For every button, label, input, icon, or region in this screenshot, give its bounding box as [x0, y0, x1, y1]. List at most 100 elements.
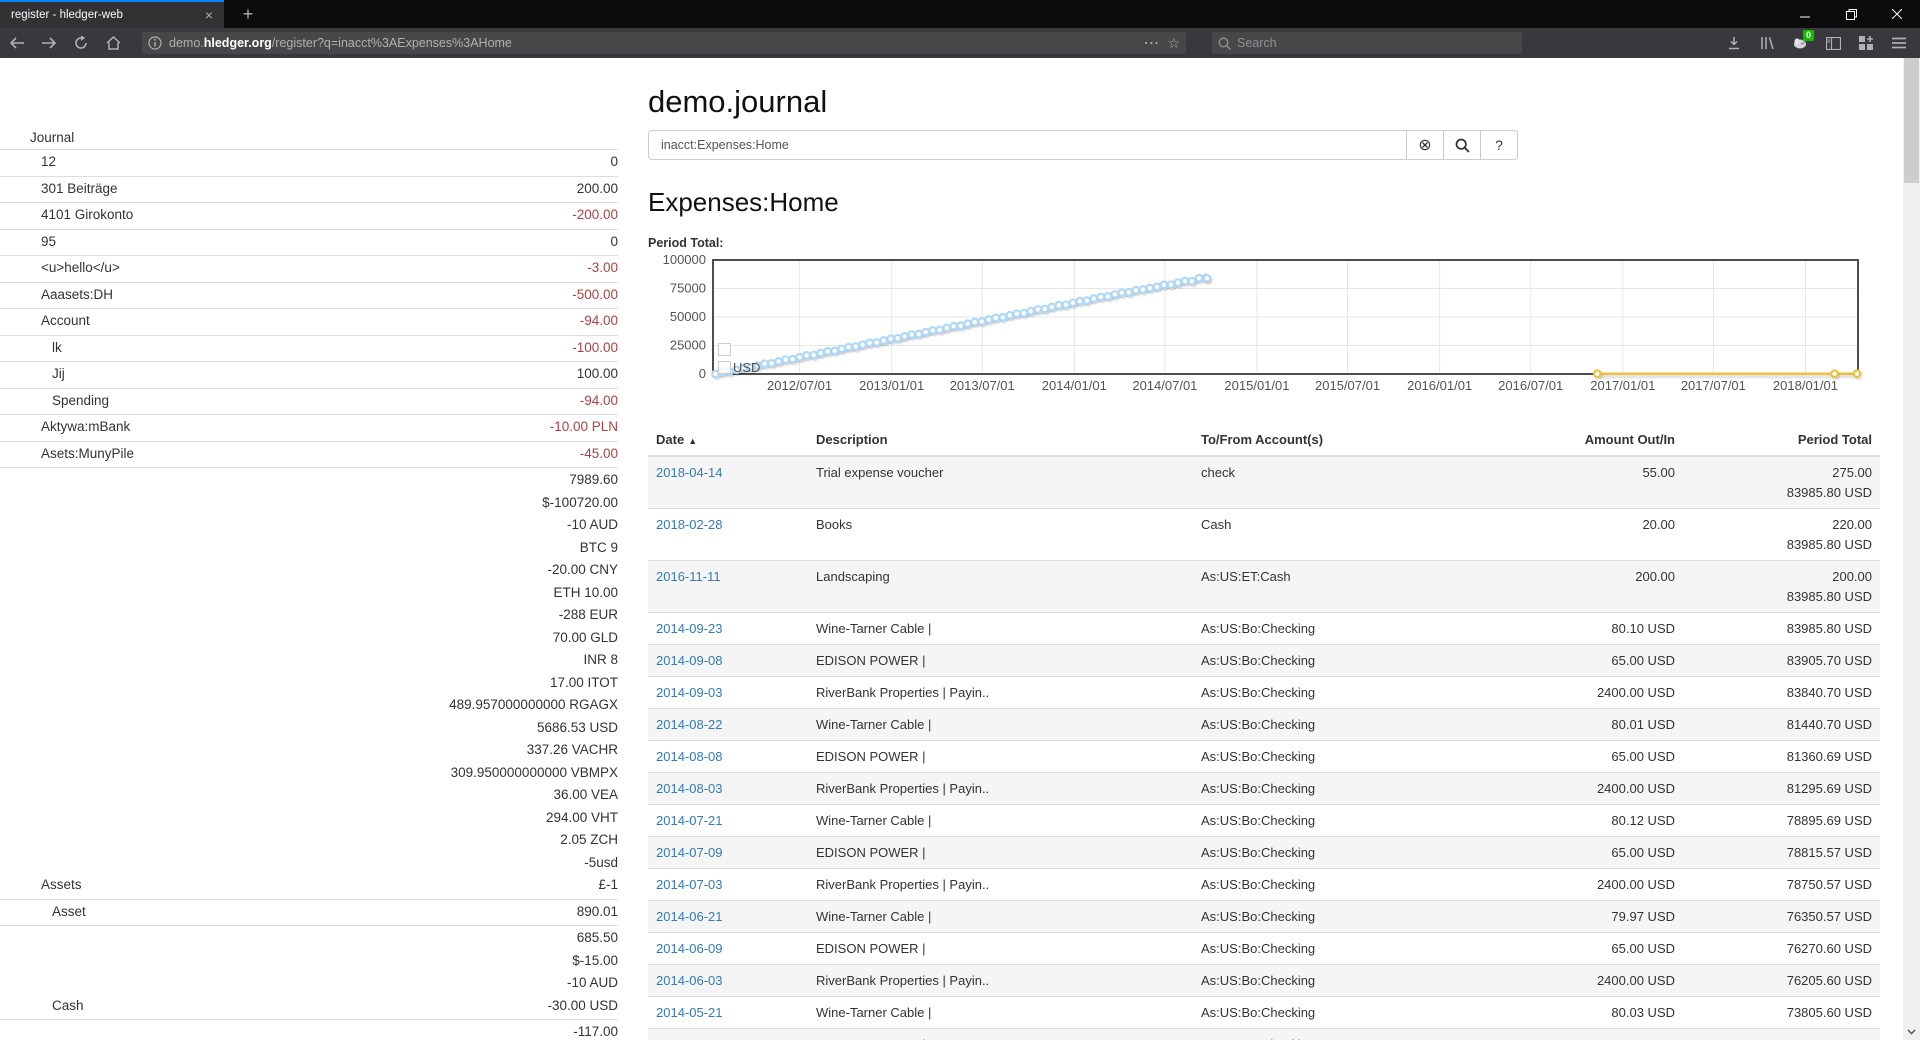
url-domain: hledger.org: [203, 36, 272, 50]
column-header-period-total[interactable]: Period Total: [1683, 424, 1880, 457]
account-balance: -500.00: [572, 284, 618, 307]
table-row[interactable]: 2014-09-08 EDISON POWER | As:US:Bo:Checkin…: [648, 644, 1880, 677]
browser-tab-active[interactable]: register - hledger-web ×: [0, 0, 224, 28]
page-scrollbar[interactable]: [1903, 58, 1920, 1040]
table-row[interactable]: 2014-07-03 RiverBank Properties | Payin..…: [648, 868, 1880, 901]
home-button[interactable]: [98, 30, 128, 56]
query-input[interactable]: [648, 130, 1407, 160]
transaction-date-link[interactable]: 2016-11-11: [656, 569, 721, 584]
table-row[interactable]: 2014-09-03 RiverBank Properties | Payin..…: [648, 676, 1880, 709]
back-arrow-icon: [9, 37, 24, 49]
transaction-date-link[interactable]: 2014-09-03: [656, 685, 723, 700]
bookmark-star-icon[interactable]: ☆: [1167, 34, 1180, 51]
transaction-date-link[interactable]: 2018-02-28: [656, 517, 723, 532]
library-button[interactable]: [1752, 30, 1782, 56]
balance-amount: -20.00 CNY: [547, 562, 618, 577]
account-link[interactable]: 12: [41, 154, 57, 169]
transaction-date-link[interactable]: 2014-05-21: [656, 1005, 723, 1020]
column-header-amount[interactable]: Amount Out/In: [1493, 424, 1683, 457]
menu-button[interactable]: [1884, 30, 1914, 56]
account-link[interactable]: Account: [41, 313, 90, 328]
transaction-amount: 65.00 USD: [1493, 836, 1683, 869]
table-row[interactable]: 2014-07-09 EDISON POWER | As:US:Bo:Checkin…: [648, 836, 1880, 869]
table-row[interactable]: 2014-08-22 Wine-Tarner Cable | As:US:Bo:Ch…: [648, 708, 1880, 741]
account-link[interactable]: Assets: [41, 877, 82, 892]
account-link[interactable]: Jij: [52, 366, 65, 381]
transaction-date-link[interactable]: 2014-05-08: [656, 1037, 723, 1040]
window-minimize-button[interactable]: [1782, 0, 1828, 28]
transaction-date-link[interactable]: 2014-09-23: [656, 621, 723, 636]
new-tab-button[interactable]: +: [242, 3, 254, 24]
transaction-account: As:US:Bo:Checking: [1193, 708, 1493, 741]
search-button[interactable]: [1444, 130, 1481, 160]
table-row[interactable]: 2014-05-21 Wine-Tarner Cable | As:US:Bo:Ch…: [648, 996, 1880, 1029]
tab-close-icon[interactable]: ×: [204, 7, 213, 23]
transaction-date-link[interactable]: 2014-06-21: [656, 909, 723, 924]
table-row[interactable]: 2014-06-03 RiverBank Properties | Payin..…: [648, 964, 1880, 997]
column-header-account[interactable]: To/From Account(s): [1193, 424, 1493, 457]
account-link[interactable]: Cash: [52, 997, 84, 1013]
scrollbar-thumb[interactable]: [1904, 58, 1919, 183]
account-link[interactable]: 4101 Girokonto: [41, 207, 134, 222]
page-actions-icon[interactable]: ⋯: [1143, 35, 1160, 52]
transaction-date-link[interactable]: 2014-07-09: [656, 845, 723, 860]
table-row[interactable]: 2014-09-23 Wine-Tarner Cable | As:US:Bo:Ch…: [648, 612, 1880, 645]
sidebar-toggle-button[interactable]: [1818, 30, 1848, 56]
transaction-date-link[interactable]: 2014-08-03: [656, 781, 723, 796]
period-total-amount: 81440.70 USD: [1683, 708, 1880, 741]
transaction-date-link[interactable]: 2018-04-14: [656, 465, 723, 480]
sidebar-account-row: Jij 100.00: [0, 362, 618, 389]
downloads-button[interactable]: [1719, 30, 1749, 56]
account-link[interactable]: 301 Beiträge: [41, 180, 118, 196]
account-link[interactable]: Asset: [52, 903, 86, 919]
account-link[interactable]: 95: [41, 233, 57, 249]
account-link[interactable]: lk: [52, 339, 62, 355]
url-bar[interactable]: demo.hledger.org/register?q=inacct%3AExp…: [142, 32, 1186, 54]
transaction-date-link[interactable]: 2014-08-08: [656, 749, 723, 764]
transaction-account: As:US:Bo:Checking: [1193, 772, 1493, 805]
sidebar-journal-link[interactable]: Journal: [0, 128, 618, 150]
table-row[interactable]: 2018-02-28 Books Cash 20.00 220.00 83985.80 U…: [648, 508, 1880, 561]
transaction-amount: 2400.00 USD: [1493, 964, 1683, 997]
back-button[interactable]: [2, 30, 32, 56]
transaction-date-link[interactable]: 2014-08-22: [656, 717, 723, 732]
table-row[interactable]: 2014-05-08 EDISON POWER |As:US:Bo:Checkin…: [648, 1028, 1880, 1040]
clear-query-button[interactable]: ⊗: [1407, 130, 1444, 160]
transaction-date-link[interactable]: 2014-09-08: [656, 653, 723, 668]
extensions-grid-button[interactable]: [1851, 30, 1881, 56]
balance-amount: 337.26 VACHR: [526, 742, 618, 757]
table-row[interactable]: 2018-04-14 Trial expense voucher check 55.0…: [648, 455, 1880, 509]
period-total-amount: 73725.57 USD: [1683, 1028, 1880, 1040]
window-close-button[interactable]: [1874, 0, 1920, 28]
account-link[interactable]: <u>hello</u>: [41, 260, 120, 275]
table-row[interactable]: 2014-06-21 Wine-Tarner Cable | As:US:Bo:Ch…: [648, 900, 1880, 933]
table-row[interactable]: 2014-06-09 EDISON POWER | As:US:Bo:Checkin…: [648, 932, 1880, 965]
transaction-date-link[interactable]: 2014-06-03: [656, 973, 723, 988]
window-restore-button[interactable]: [1828, 0, 1874, 28]
table-row[interactable]: 2016-11-11 Landscaping As:US:ET:Cash 200.00…: [648, 560, 1880, 613]
transaction-date-link[interactable]: 2014-06-09: [656, 941, 723, 956]
transaction-date-link[interactable]: 2014-07-21: [656, 813, 723, 828]
scrollbar-down-button[interactable]: [1903, 1023, 1920, 1040]
account-link[interactable]: Spending: [52, 392, 110, 408]
column-header-date[interactable]: Date ▲: [648, 424, 808, 457]
account-link[interactable]: Aaasets:DH: [41, 286, 114, 302]
account-link[interactable]: Aktywa:mBank: [41, 419, 131, 434]
toolbar-search[interactable]: [1212, 32, 1522, 54]
adblock-extension-button[interactable]: 0: [1785, 30, 1815, 56]
forward-button[interactable]: [34, 30, 64, 56]
balance-amount: -94.00: [579, 392, 618, 408]
column-header-description[interactable]: Description: [808, 424, 1193, 457]
account-link[interactable]: Asets:MunyPile: [41, 445, 135, 461]
help-button[interactable]: ?: [1481, 130, 1518, 160]
toolbar-search-input[interactable]: [1237, 36, 1487, 50]
transaction-description: Wine-Tarner Cable |: [808, 612, 1193, 645]
period-total-chart: 2012/07/01 2013/01/01 2013/07/01 2014/01/01…: [648, 252, 1863, 402]
transaction-account: As:US:Bo:Checking: [1193, 1028, 1493, 1040]
transaction-amount: 65.00 USD: [1493, 932, 1683, 965]
table-row[interactable]: 2014-08-03 RiverBank Properties | Payin..…: [648, 772, 1880, 805]
table-row[interactable]: 2014-08-08 EDISON POWER | As:US:Bo:Checkin…: [648, 740, 1880, 773]
reload-button[interactable]: [66, 30, 96, 56]
table-row[interactable]: 2014-07-21 Wine-Tarner Cable | As:US:Bo:Ch…: [648, 804, 1880, 837]
transaction-date-link[interactable]: 2014-07-03: [656, 877, 723, 892]
